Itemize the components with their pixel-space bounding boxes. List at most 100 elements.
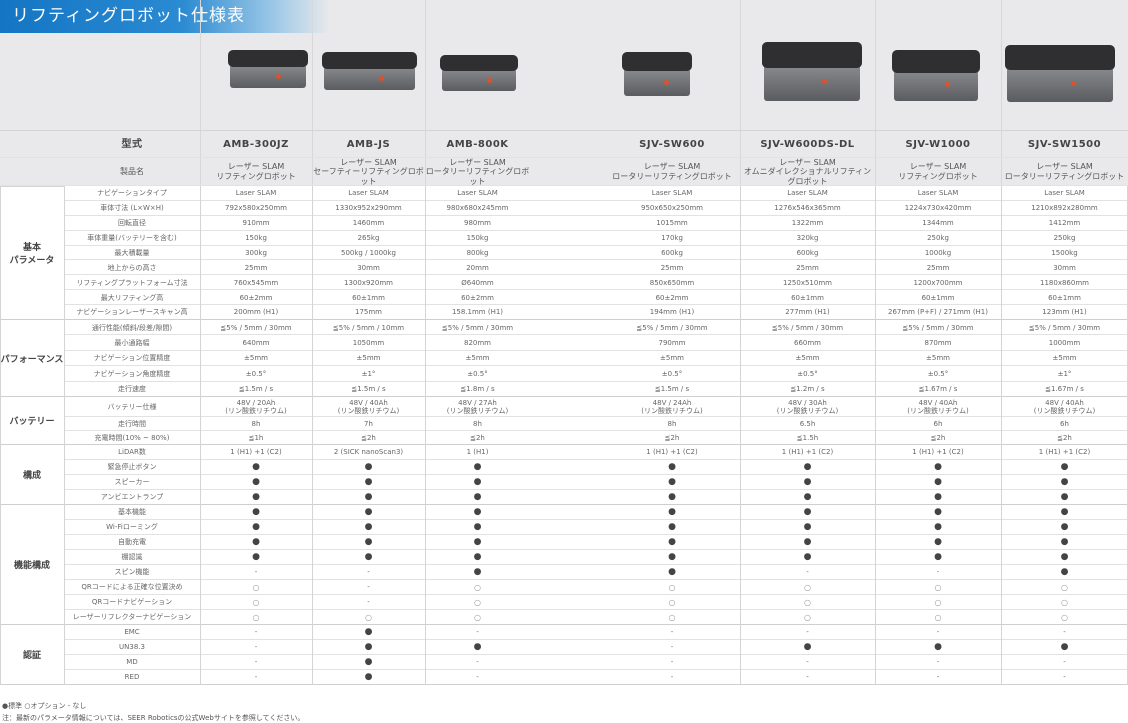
- row-value: 1000kg: [924, 248, 952, 257]
- product-name-line: レーザー SLAM: [1036, 162, 1093, 172]
- section-label: 機能構成: [0, 505, 64, 626]
- row-value: 320kg: [796, 233, 819, 242]
- row-value: 980x680x245mm: [446, 204, 509, 213]
- product-name-line: リフティングロボット: [898, 172, 978, 181]
- model-name: SJV-SW1500: [1027, 139, 1102, 150]
- row-value: 820mm: [464, 339, 491, 347]
- row-value: ≦5% / 5mm / 10mm: [332, 323, 405, 332]
- row-value: Laser SLAM: [457, 189, 498, 198]
- column-divider: [1001, 186, 1002, 686]
- product-name-line: リフティングロボット: [216, 172, 296, 181]
- row-value: -: [670, 673, 674, 682]
- row-value: ≦2h: [361, 433, 376, 442]
- row-value: ○: [668, 597, 676, 607]
- row-value: 25mm: [796, 263, 819, 272]
- row-value: ○: [474, 582, 481, 592]
- table-row: 走行時間 8h 7h 8h 8h 6.5h 6h 6h: [0, 417, 1128, 432]
- robot-top-plate: [892, 50, 980, 73]
- row-label: QRコードナビゲーション: [91, 598, 173, 607]
- row-value: -: [1063, 658, 1066, 667]
- row-value: 792x580x250mm: [224, 204, 287, 213]
- row-value: 60±2mm: [461, 293, 494, 302]
- legend-text: ●標準 ○オプション - なし: [2, 702, 87, 710]
- row-label: EMC: [124, 628, 140, 637]
- row-value: ●: [473, 552, 482, 563]
- row-value: 25mm: [660, 263, 684, 272]
- row-label: 基本機能: [118, 508, 146, 517]
- row-value: 1276x546x365mm: [774, 204, 841, 213]
- row-value: -: [254, 673, 258, 682]
- row-value: ●: [364, 627, 373, 638]
- row-value: 123mm (H1): [1042, 308, 1087, 317]
- row-value: 267mm (P+F) / 271mm (H1): [887, 308, 988, 317]
- product-name-line: レーザー SLAM: [779, 157, 836, 167]
- row-value: ±0.5°: [797, 369, 818, 378]
- row-value: -: [476, 628, 479, 637]
- model-name: AMB-800K: [446, 139, 509, 150]
- row-value: 1 (H1) +1 (C2): [1038, 448, 1091, 457]
- row-value: 2 (SICK nanoScan3): [333, 448, 404, 457]
- robot-top-plate: [622, 52, 692, 72]
- row-value: Laser SLAM: [348, 189, 389, 198]
- row-value: 8h: [251, 419, 261, 428]
- row-value: 1 (H1) +1 (C2): [781, 448, 834, 457]
- row-value: ●: [364, 492, 373, 503]
- robot-image-amb-js: [322, 52, 417, 92]
- product-name-line: レーザー SLAM: [227, 162, 285, 172]
- robot-image-sjv-w600ds-dl: [762, 42, 862, 104]
- row-value: 910mm: [242, 219, 270, 228]
- table-row: アンビエントランプ ● ● ● ● ● ● ●: [0, 490, 1128, 506]
- row-value: ±0.5°: [245, 369, 267, 378]
- row-value: ●: [473, 477, 482, 488]
- table-row: バッテリー仕様 48V / 20Ah (リン酸鉄リチウム) 48V / 40Ah (…: [0, 397, 1128, 418]
- row-value: 250kg: [927, 233, 949, 242]
- row-value: ●: [364, 507, 373, 518]
- row-value: ○: [365, 612, 372, 622]
- row-value: 1180x860mm: [1040, 278, 1089, 287]
- row-value: -: [476, 658, 479, 667]
- row-value: ●: [668, 507, 676, 518]
- row-value: 48V / 40Ah (リン酸鉄リチウム): [337, 398, 400, 416]
- row-value: ≦1.5h: [796, 433, 819, 442]
- row-value: ●: [252, 477, 260, 488]
- row-value: ●: [364, 522, 373, 533]
- product-name-header-label: 製品名: [120, 167, 144, 177]
- row-value: ≦1.8m / s: [460, 385, 495, 394]
- row-value: ±5mm: [1052, 354, 1077, 363]
- row-value: ≦1.5m / s: [238, 385, 274, 394]
- row-value: 790mm: [658, 339, 686, 347]
- product-name-line: セーフティーリフティングロボット: [313, 167, 424, 186]
- product-name-line: ロータリーリフティングロボット: [425, 167, 530, 186]
- table-row: 通行性能(傾斜/段差/隙間) ≦5% / 5mm / 30mm ≦5% / 5mm …: [0, 320, 1128, 336]
- row-value: ●: [803, 507, 812, 518]
- row-value: 6.5h: [799, 419, 816, 428]
- status-light: [944, 82, 950, 88]
- table-row: QRコードナビゲーション ○ - ○ ○ ○ ○ ○: [0, 595, 1128, 611]
- row-value: -: [806, 658, 809, 667]
- model-header-label: 型式: [121, 139, 143, 150]
- robot-body: [324, 66, 415, 90]
- product-name: レーザー SLAM セーフティーリフティングロボット: [312, 158, 425, 186]
- table-row: 車体寸法 (L×W×H) 792x580x250mm 1330x952x290mm 9…: [0, 201, 1128, 216]
- row-label: 走行速度: [118, 385, 146, 394]
- product-name-line: レーザー SLAM: [340, 157, 397, 167]
- row-value: 500kg / 1000kg: [341, 248, 396, 257]
- row-value: 1500kg: [1051, 248, 1078, 257]
- row-value: ●: [668, 522, 676, 533]
- row-value: 6h: [1060, 419, 1069, 428]
- table-row: RED - ● - - - - -: [0, 670, 1128, 686]
- row-value: ≦5% / 5mm / 30mm: [771, 323, 844, 332]
- robot-image-sjv-w1000: [892, 50, 980, 104]
- row-value: ●: [364, 462, 373, 473]
- row-value: ●: [473, 642, 482, 653]
- row-value: ○: [252, 582, 260, 592]
- row-value: 8h: [473, 419, 482, 428]
- model-row: 型式 AMB-300JZ AMB-JS AMB-800K SJV-SW600 SJV-W6…: [0, 130, 1128, 158]
- row-label: 最小通路幅: [114, 339, 150, 347]
- row-value: -: [254, 643, 258, 652]
- row-value: ○: [934, 597, 942, 607]
- row-value: ●: [1060, 492, 1069, 503]
- row-value: 194mm (H1): [649, 308, 695, 317]
- table-row: スピン機能 - - ● ● - - ●: [0, 565, 1128, 581]
- row-value: ●: [803, 477, 812, 488]
